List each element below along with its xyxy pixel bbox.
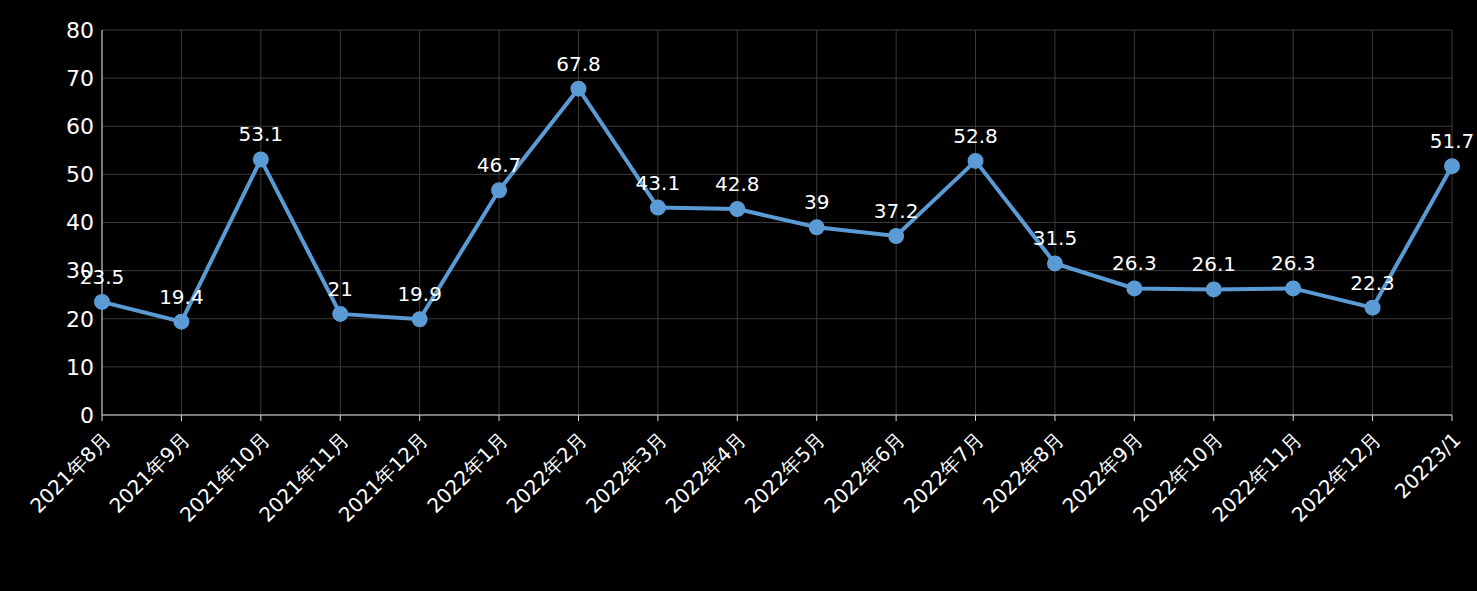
svg-text:2022年1月: 2022年1月 [422, 427, 512, 517]
svg-text:2022年12月: 2022年12月 [1287, 427, 1386, 526]
svg-text:20: 20 [66, 307, 94, 332]
svg-text:2022年9月: 2022年9月 [1057, 427, 1148, 518]
svg-text:2022年10月: 2022年10月 [1128, 427, 1228, 527]
svg-text:43.1: 43.1 [636, 171, 681, 195]
svg-text:42.8: 42.8 [715, 172, 760, 196]
svg-text:51.7: 51.7 [1430, 129, 1469, 153]
svg-text:60: 60 [66, 114, 94, 139]
svg-text:21: 21 [328, 277, 353, 301]
svg-text:40: 40 [66, 210, 94, 235]
svg-text:26.1: 26.1 [1191, 252, 1236, 276]
svg-text:26.3: 26.3 [1112, 251, 1157, 275]
svg-text:26.3: 26.3 [1271, 251, 1316, 275]
svg-text:37.2: 37.2 [874, 199, 919, 223]
svg-text:2022年6月: 2022年6月 [819, 427, 909, 517]
svg-text:53.1: 53.1 [239, 122, 284, 146]
svg-text:23.5: 23.5 [80, 265, 125, 289]
svg-text:2021年10月: 2021年10月 [175, 427, 275, 527]
svg-text:0: 0 [80, 403, 94, 428]
svg-text:10: 10 [66, 355, 94, 380]
svg-text:2022年11月: 2022年11月 [1207, 427, 1307, 527]
svg-text:2022年8月: 2022年8月 [978, 427, 1068, 517]
svg-text:19.4: 19.4 [159, 285, 204, 309]
svg-text:50: 50 [66, 162, 94, 187]
svg-text:70: 70 [66, 66, 94, 91]
svg-text:22.3: 22.3 [1350, 271, 1395, 295]
svg-text:52.8: 52.8 [953, 124, 998, 148]
svg-text:46.7: 46.7 [477, 153, 522, 177]
svg-text:67.8: 67.8 [556, 52, 601, 76]
svg-text:19.9: 19.9 [397, 282, 442, 306]
svg-text:2022年2月: 2022年2月 [502, 427, 592, 517]
svg-text:39: 39 [804, 190, 829, 214]
svg-text:2021年9月: 2021年9月 [104, 427, 195, 518]
svg-text:31.5: 31.5 [1033, 226, 1078, 250]
svg-text:2021年12月: 2021年12月 [334, 427, 433, 526]
svg-text:2022年3月: 2022年3月 [581, 427, 671, 517]
svg-text:2021年11月: 2021年11月 [254, 427, 354, 527]
svg-text:2022年7月: 2022年7月 [899, 427, 989, 517]
svg-text:80: 80 [66, 18, 94, 43]
svg-text:2022年5月: 2022年5月 [740, 427, 830, 517]
svg-text:2022年4月: 2022年4月 [660, 427, 750, 517]
svg-text:2021年8月: 2021年8月 [25, 427, 115, 517]
svg-text:20223/1: 20223/1 [1390, 427, 1466, 503]
